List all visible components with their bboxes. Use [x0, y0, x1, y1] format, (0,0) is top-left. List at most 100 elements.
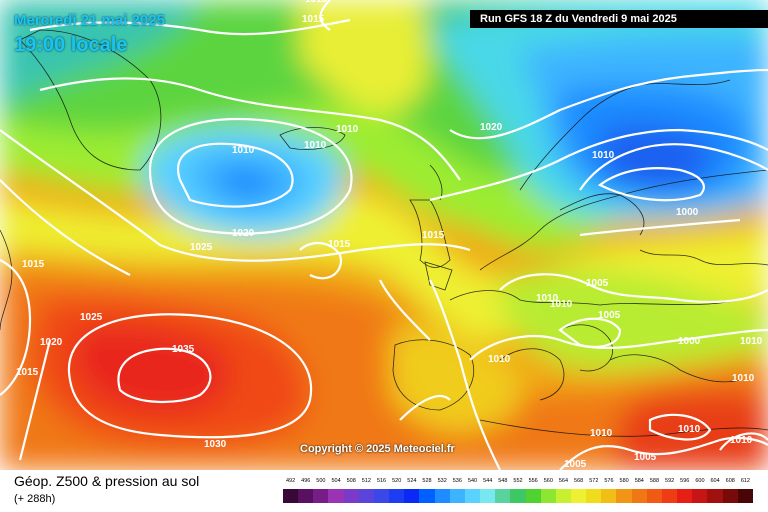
scale-swatch [298, 489, 314, 503]
isobar-label: 1015 [302, 14, 325, 25]
valid-time: 19:00 locale [14, 34, 128, 56]
scale-tick: 576 [604, 478, 614, 484]
scale-swatch [586, 489, 602, 503]
scale-tick: 520 [392, 478, 402, 484]
scale-tick: 572 [589, 478, 599, 484]
isobar-label: 1005 [634, 452, 657, 463]
scale-swatch [677, 489, 693, 503]
scale-tick: 588 [649, 478, 660, 484]
isobar-label: 1015 [305, 0, 328, 5]
isobar-label: 1015 [16, 367, 39, 378]
scale-swatch [555, 489, 571, 503]
isobar-label: 1010 [488, 354, 511, 365]
scale-swatch [389, 489, 405, 503]
scale-swatch [343, 489, 359, 503]
scale-tick: 584 [634, 478, 644, 484]
isobar-label: 1010 [590, 428, 613, 439]
isobar-label: 1010 [730, 435, 753, 446]
scale-tick: 524 [407, 478, 417, 484]
run-info: Run GFS 18 Z du Vendredi 9 mai 2025 [470, 10, 768, 28]
scale-tick: 612 [740, 478, 750, 484]
scale-swatch [373, 489, 390, 503]
isobar-lines [0, 0, 768, 470]
isobar-label: 1005 [598, 310, 621, 321]
legend-title: Géop. Z500 & pression au sol [14, 473, 200, 489]
isobar-label: 1020 [40, 337, 63, 348]
isobar-label: 1020 [232, 228, 255, 239]
isobar-label: 1000 [676, 207, 699, 218]
copyright: Copyright © 2025 Meteociel.fr [300, 443, 455, 455]
isobar-label: 1010 [336, 124, 359, 135]
scale-swatch [707, 489, 723, 503]
isobar-label: 1005 [586, 278, 609, 289]
isobar-label: 1035 [172, 344, 195, 355]
scale-swatch [495, 489, 511, 503]
isobar-label: 1025 [80, 312, 103, 323]
scale-tick: 560 [543, 478, 553, 484]
scale-swatch [510, 489, 526, 503]
isobar-label: 1010 [536, 293, 559, 304]
scale-swatch [737, 489, 753, 503]
scale-tick: 596 [680, 478, 690, 484]
isobar-label: 1010 [592, 150, 615, 161]
isobar-label: 1000 [678, 336, 701, 347]
scale-swatch [480, 489, 496, 503]
scale-swatch [404, 489, 420, 503]
scale-swatch [631, 489, 647, 503]
scale-tick: 544 [483, 478, 493, 484]
scale-swatch [449, 489, 465, 503]
scale-tick: 564 [558, 478, 569, 484]
isobar-label: 1010 [740, 336, 763, 347]
isobar-label: 1010 [732, 373, 755, 384]
scale-swatch [722, 489, 738, 503]
scale-tick: 580 [619, 478, 629, 484]
scale-swatch [358, 489, 374, 503]
scale-tick: 516 [376, 478, 387, 484]
scale-swatch [646, 489, 662, 503]
scale-tick: 500 [316, 478, 326, 484]
isobar-label: 1010 [304, 140, 327, 151]
scale-tick: 512 [361, 478, 371, 484]
scale-swatch [419, 489, 435, 503]
scale-tick: 556 [528, 478, 538, 484]
isobar-label: 1015 [328, 239, 351, 250]
scale-swatch [434, 489, 450, 503]
scale-tick: 492 [285, 478, 296, 484]
scale-tick: 528 [422, 478, 432, 484]
weather-map: 1015101510101010101010201010102510201015… [0, 0, 768, 470]
scale-tick: 608 [725, 478, 735, 484]
scale-tick: 496 [301, 478, 311, 484]
scale-tick: 508 [346, 478, 356, 484]
isobar-labels: 1015101510101010101010201010102510201015… [16, 0, 763, 470]
isobar-label: 1010 [232, 145, 255, 156]
scale-tick: 552 [513, 478, 523, 484]
coastlines [0, 29, 768, 437]
scale-tick: 568 [574, 478, 584, 484]
scale-swatch [525, 489, 541, 503]
isobar-label: 1030 [204, 439, 227, 450]
scale-ticks: 492 496 500 504 508 512 516 520 524 528 532 536 540 5… [283, 478, 753, 488]
isobar-label: 1015 [422, 230, 445, 241]
geopotential-field: 1015101510101010101010201010102510201015… [0, 0, 768, 470]
scale-swatch [692, 489, 708, 503]
isobar-label: 1025 [190, 242, 213, 253]
legend-subtitle: (+ 288h) [14, 493, 56, 505]
isobar-label: 1020 [480, 122, 503, 133]
scale-tick: 600 [695, 478, 705, 484]
scale-tick: 592 [665, 478, 675, 484]
scale-swatch [328, 489, 344, 503]
valid-date: Mercredi 21 mai 2025 [14, 12, 165, 29]
isobar-label: 1010 [678, 424, 701, 435]
scale-swatch [601, 489, 617, 503]
isobar-label: 1005 [564, 459, 587, 470]
scale-tick: 540 [467, 478, 478, 484]
scale-swatch [283, 489, 299, 503]
legend-footer: Géop. Z500 & pression au sol (+ 288h) 49… [0, 470, 768, 512]
scale-tick: 548 [498, 478, 508, 484]
scale-swatch [540, 489, 556, 503]
scale-bar [283, 489, 753, 503]
scale-swatch [616, 489, 632, 503]
isobar-label: 1010 [550, 299, 573, 310]
scale-swatch [661, 489, 678, 503]
color-scale: 492 496 500 504 508 512 516 520 524 528 532 536 540 5… [283, 478, 753, 510]
